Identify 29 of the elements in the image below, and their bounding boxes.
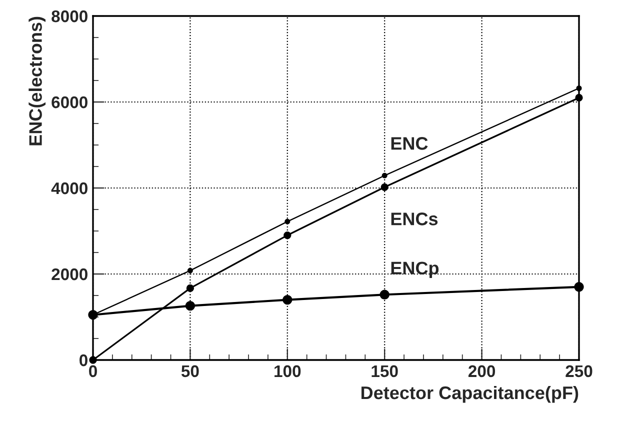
series-label: ENCs (391, 212, 438, 226)
point (380, 290, 390, 300)
point (574, 282, 584, 292)
series-label: ENCp (391, 262, 439, 278)
point (380, 183, 388, 191)
x-axis-title: Detector Capacitance(pF) (362, 386, 578, 403)
point (382, 172, 388, 178)
y-tick-label: 0 (80, 354, 88, 366)
x-tick-label: 50 (181, 365, 199, 378)
point (284, 218, 290, 224)
x-tick-label: 200 (468, 365, 496, 378)
point (89, 356, 97, 364)
y-tick-label: 8000 (52, 10, 88, 22)
x-tick-label: 250 (566, 365, 592, 378)
y-tick-label: 6000 (52, 96, 88, 108)
x-tick-label: 0 (89, 365, 97, 378)
x-tick-label: 100 (274, 365, 301, 378)
point (185, 300, 196, 311)
series-label: ENC (391, 137, 428, 150)
point (282, 294, 292, 305)
x-tick-label: 150 (372, 365, 398, 378)
point (187, 268, 193, 274)
y-axis-title: ENC(electrons) (28, 16, 46, 146)
point (284, 231, 292, 240)
point (576, 85, 582, 92)
point (575, 94, 583, 102)
point (186, 284, 194, 292)
y-tick-label: 4000 (51, 182, 88, 194)
y-tick-label: 2000 (52, 268, 88, 280)
